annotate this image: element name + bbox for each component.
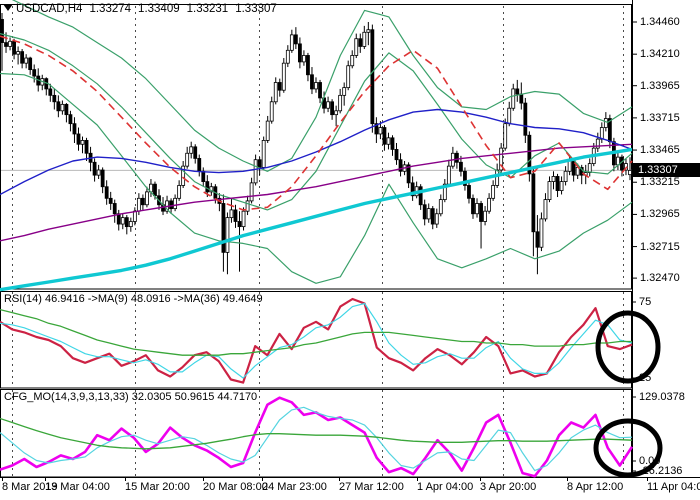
chart-title: USDCAD,H4 1.33274 1.33409 1.33231 1.33307 — [16, 3, 284, 15]
ohlc-close: 1.33307 — [235, 3, 277, 15]
time-tick-label: 27 Mar 12:00 — [339, 481, 404, 493]
price-tick-label: 1.32715 — [640, 240, 680, 253]
price-tick-label: 1.32965 — [640, 208, 680, 221]
oscillator-scale-label: 75 — [639, 296, 652, 308]
time-tick-label: 11 Apr 04:00 — [647, 481, 700, 493]
rsi-indicator-label: RSI(14) 46.9416 ->MA(9) 48.0916 ->MA(36)… — [4, 293, 263, 305]
time-tick-label: 8 Mar 2019 — [2, 481, 58, 493]
ohlc-open: 1.33274 — [89, 3, 132, 15]
price-tick-label: 1.32470 — [640, 272, 680, 285]
price-tick-label: 1.33715 — [640, 111, 680, 124]
oscillator-scale-label: 25 — [639, 372, 652, 384]
time-tick-label: 13 Mar 04:00 — [45, 481, 110, 493]
oscillator-scale-label: 0.00 — [639, 455, 661, 467]
price-tick-label: 1.34460 — [640, 16, 680, 28]
time-tick-label: 8 Apr 12:00 — [567, 481, 624, 493]
price-tick-label: 1.34210 — [640, 48, 680, 61]
oscillator-scale-label: 129.0378 — [639, 391, 685, 403]
time-tick-label: 15 Mar 20:00 — [125, 481, 190, 493]
price-tick-label: 1.33965 — [640, 79, 680, 92]
time-tick-label: 1 Apr 04:00 — [417, 481, 474, 493]
price-tick-label: 1.33215 — [640, 176, 680, 189]
cfg-indicator-label: CFG_MO(14,3,9,3,13,33) 32.0305 50.9615 4… — [4, 391, 258, 403]
time-tick-label: 3 Apr 20:00 — [480, 481, 537, 493]
ohlc-high: 1.33409 — [138, 3, 180, 15]
time-tick-label: 20 Mar 08:00 — [203, 481, 268, 493]
time-tick-label: 24 Mar 23:00 — [262, 481, 327, 493]
oscillator-scale-label: -26.2136 — [639, 465, 683, 477]
ohlc-low: 1.33231 — [186, 3, 229, 15]
symbol-period-label: USDCAD,H4 — [16, 3, 83, 15]
symbol-marker-icon — [3, 4, 13, 11]
price-tick-label: 1.33465 — [640, 144, 680, 157]
current-price-tag: 1.33307 — [633, 163, 700, 178]
